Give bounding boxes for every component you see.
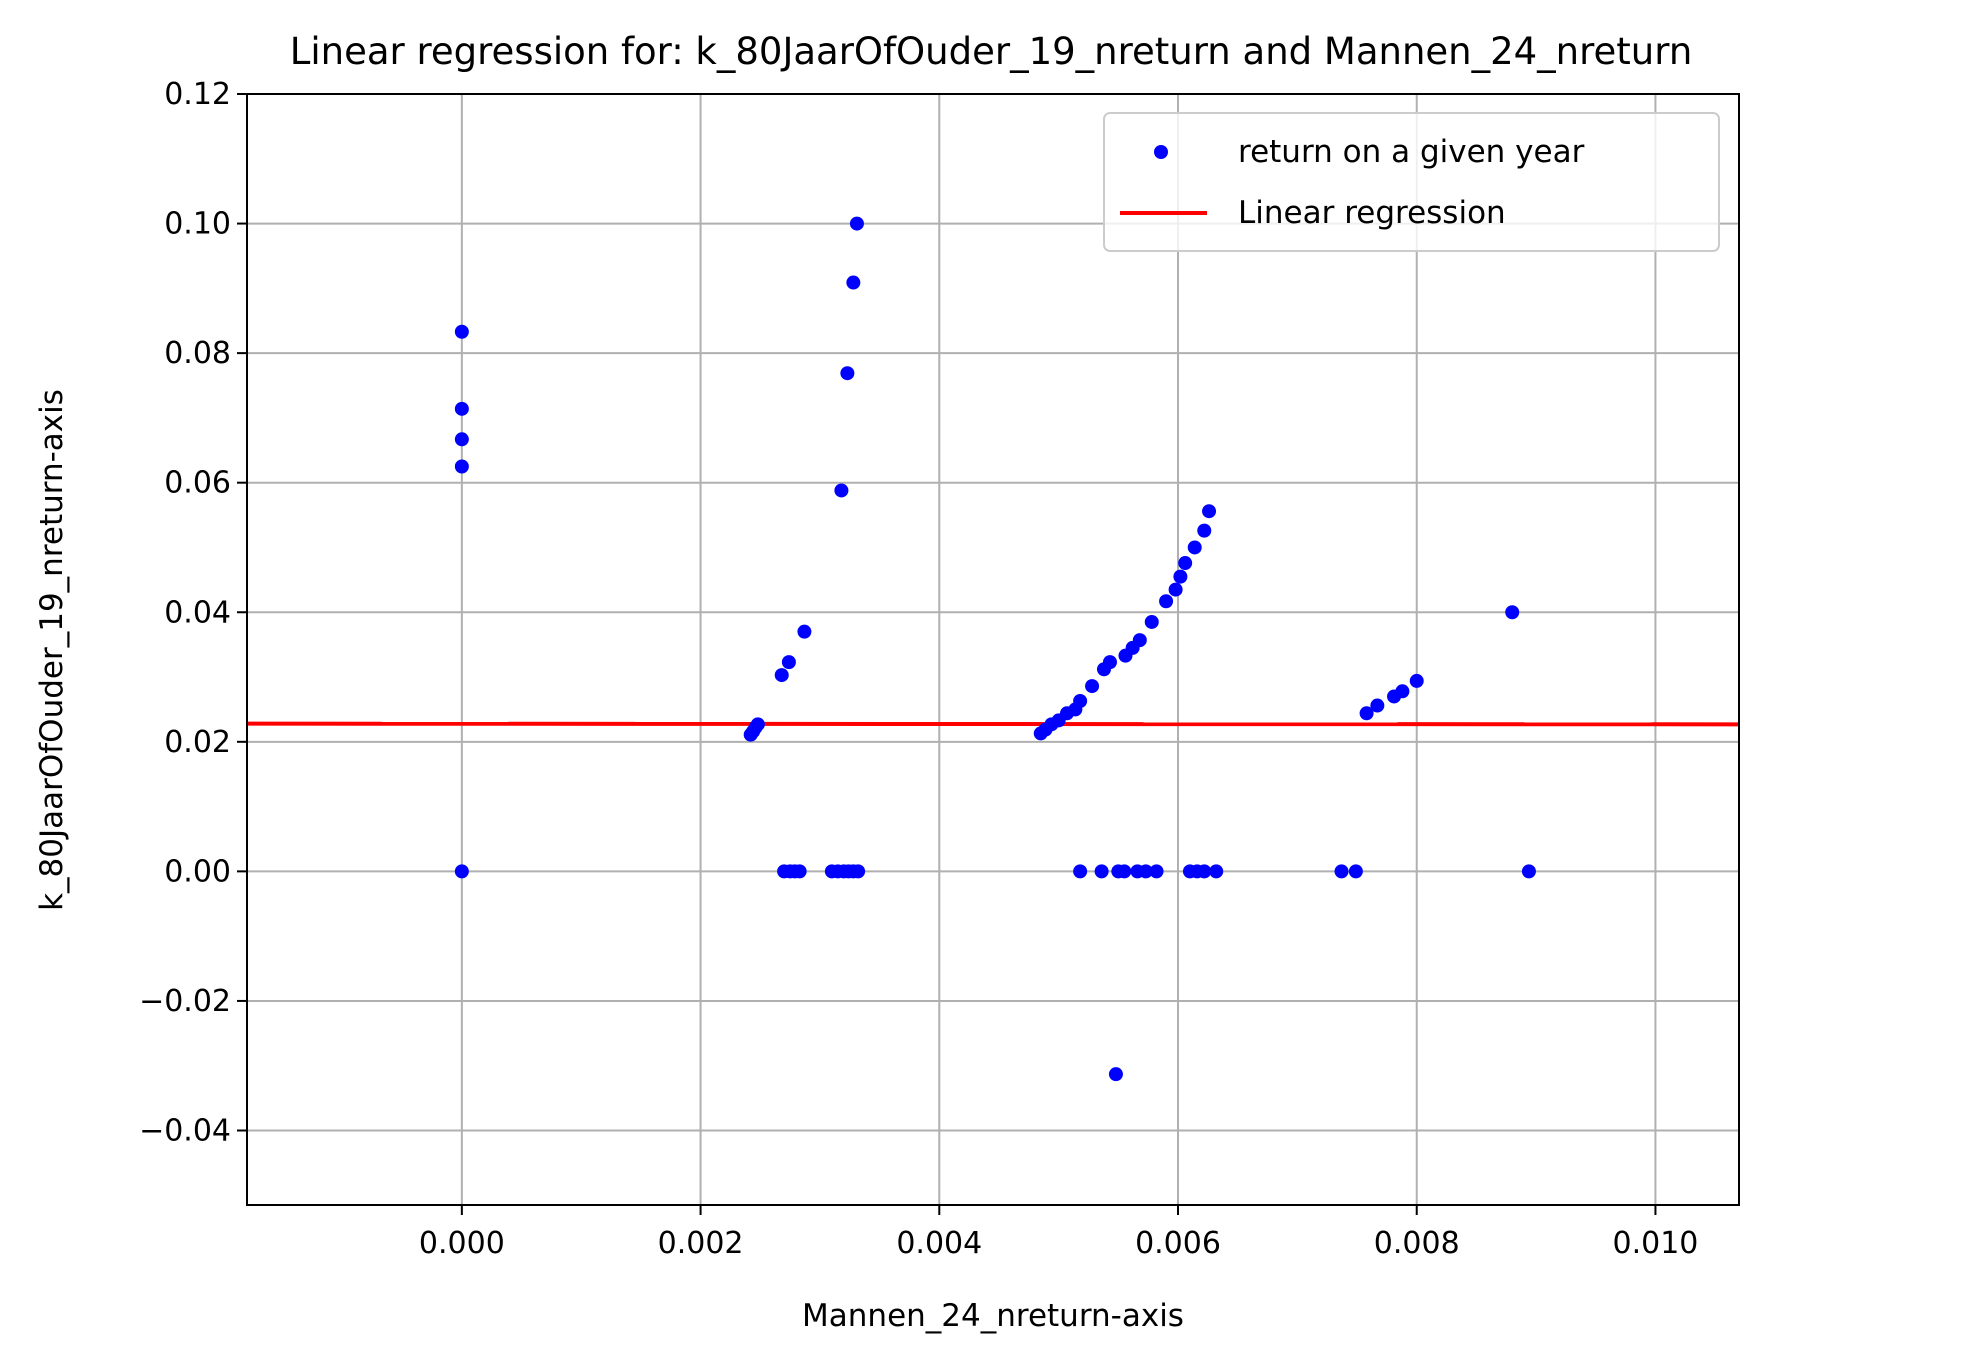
scatter-point — [840, 366, 855, 381]
scatter-point — [1370, 698, 1385, 713]
scatter-point — [1085, 679, 1100, 694]
scatter-point — [1187, 540, 1202, 555]
regression-line — [246, 721, 1740, 727]
y-axis-label: k_80JaarOfOuder_19_nreturn-axis — [34, 389, 70, 911]
y-tick-label: 0.12 — [164, 77, 231, 112]
scatter-point — [1108, 1067, 1123, 1082]
scatter-point — [1094, 864, 1109, 879]
x-tick-label: 0.010 — [1613, 1226, 1699, 1261]
scatter-point — [1359, 706, 1374, 721]
y-tick-label: 0.00 — [164, 854, 231, 889]
scatter-point — [1173, 569, 1188, 584]
scatter-point — [1073, 864, 1088, 879]
chart-title: Linear regression for: k_80JaarOfOuder_1… — [290, 30, 1693, 73]
y-tick-label: −0.04 — [139, 1114, 231, 1149]
scatter-point — [1334, 864, 1349, 879]
scatter-point — [1138, 864, 1153, 879]
scatter-point — [1149, 864, 1164, 879]
legend-label-regression: Linear regression — [1238, 195, 1506, 231]
scatter-point — [454, 324, 469, 339]
scatter-point — [1102, 655, 1117, 670]
y-tick-label: −0.02 — [139, 984, 231, 1019]
scatter-point — [1395, 684, 1410, 699]
scatter-point — [1209, 864, 1224, 879]
legend-marker-scatter — [1154, 145, 1168, 159]
scatter-point — [1144, 614, 1159, 629]
x-tick-label: 0.004 — [896, 1226, 982, 1261]
scatter-point — [1505, 605, 1520, 620]
x-tick-label: 0.006 — [1135, 1226, 1221, 1261]
legend: return on a given year Linear regression — [1103, 112, 1720, 252]
scatter-point — [1073, 694, 1088, 709]
scatter-point — [454, 401, 469, 416]
x-tick-label: 0.000 — [419, 1226, 505, 1261]
scatter-point — [834, 483, 849, 498]
scatter-point — [846, 275, 861, 290]
scatter-point — [797, 624, 812, 639]
scatter-point — [1409, 673, 1424, 688]
scatter-point — [1117, 864, 1132, 879]
y-tick-label: 0.10 — [164, 207, 231, 242]
scatter-point — [849, 216, 864, 231]
x-tick-label: 0.002 — [658, 1226, 744, 1261]
scatter-point — [1197, 864, 1212, 879]
y-tick-label: 0.04 — [164, 595, 231, 630]
scatter-point — [1168, 582, 1183, 597]
scatter-point — [1178, 556, 1193, 571]
scatter-point — [1197, 523, 1212, 538]
y-tick-label: 0.06 — [164, 466, 231, 501]
x-axis-label: Mannen_24_nreturn-axis — [802, 1298, 1184, 1334]
regression-layer — [246, 721, 1740, 727]
x-tick-label: 0.008 — [1374, 1226, 1460, 1261]
scatter-point — [1202, 504, 1217, 519]
scatter-point — [1159, 594, 1174, 609]
scatter-point — [750, 717, 765, 732]
scatter-point — [1348, 864, 1363, 879]
scatter-point — [454, 432, 469, 447]
scatter-point — [454, 864, 469, 879]
scatter-point — [851, 864, 866, 879]
scatter-point — [781, 655, 796, 670]
y-axis-ticks: −0.04 −0.02 0.00 0.02 0.04 0.06 0.08 0.10 0.12 — [139, 77, 247, 1149]
legend-box — [1103, 112, 1720, 252]
x-axis-ticks: 0.000 0.002 0.004 0.006 0.008 0.010 — [419, 1205, 1698, 1261]
y-tick-label: 0.02 — [164, 725, 231, 760]
scatter-point — [1132, 633, 1147, 648]
legend-label-scatter: return on a given year — [1238, 134, 1585, 170]
scatter-point — [454, 459, 469, 474]
plot-area-frame — [246, 93, 1740, 1206]
data-points — [454, 216, 1536, 1082]
scatter-point — [1521, 864, 1536, 879]
y-tick-label: 0.08 — [164, 336, 231, 371]
scatter-point — [792, 864, 807, 879]
scatter-point — [774, 668, 789, 683]
